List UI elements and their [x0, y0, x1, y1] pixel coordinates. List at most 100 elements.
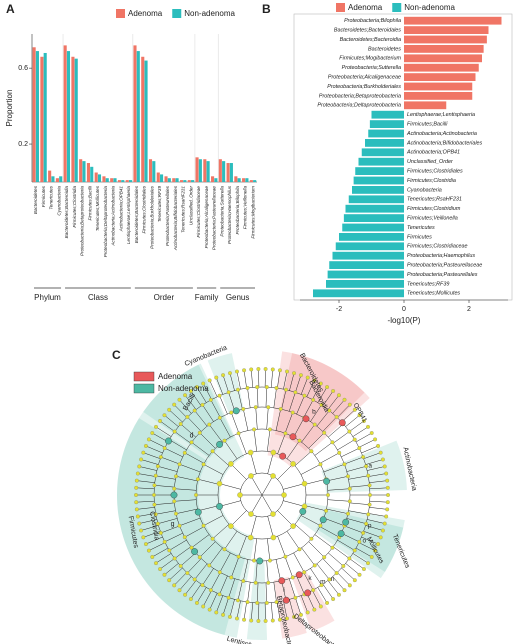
bar	[249, 180, 253, 182]
clade-branch	[261, 494, 274, 515]
clade-branch	[155, 510, 176, 515]
bar	[121, 180, 125, 182]
bar	[40, 56, 44, 183]
clade-node	[309, 449, 314, 454]
clade-node	[277, 617, 282, 622]
clade-branch	[267, 538, 271, 561]
bar	[144, 60, 148, 182]
clade-node	[373, 437, 378, 442]
clade-node	[263, 618, 268, 623]
category-label: Proteobacteria;Sutterella	[342, 65, 401, 71]
bar	[404, 101, 447, 110]
clade-node	[386, 493, 390, 497]
clade-node	[319, 402, 324, 407]
clade-branch	[349, 485, 370, 488]
clade-node	[318, 523, 323, 528]
clade-branch	[283, 483, 305, 490]
clade-node	[357, 446, 362, 451]
clade-node	[162, 539, 167, 544]
clade-branch	[296, 575, 305, 595]
clade-node	[185, 414, 190, 419]
clade-node	[228, 523, 234, 529]
clade-branch	[202, 590, 212, 607]
clade-branch	[229, 599, 235, 617]
panel-label: C	[112, 348, 121, 362]
bar	[404, 54, 482, 63]
clade-branch	[243, 559, 249, 582]
clade-node	[150, 431, 155, 435]
clade-branch	[136, 487, 155, 490]
clade-branch	[264, 369, 266, 388]
clade-node	[134, 493, 138, 497]
bar	[371, 110, 404, 119]
clade-branch	[328, 423, 344, 438]
clade-node	[177, 397, 182, 402]
clade-branch	[236, 371, 241, 390]
clade-node	[177, 588, 182, 593]
clade-node	[336, 393, 341, 398]
clade-branch	[250, 602, 254, 621]
clade-branch	[293, 552, 305, 573]
bar	[148, 159, 153, 182]
x-tick-label: Firmicutes;Mogibacterium	[250, 186, 255, 239]
clade-branch	[273, 387, 277, 408]
bar	[369, 120, 404, 128]
clade-node-significant	[323, 477, 330, 485]
bar	[175, 178, 179, 182]
clade-node	[207, 378, 212, 383]
clade-node	[270, 618, 275, 623]
clade-branch	[139, 519, 157, 524]
bar	[86, 163, 90, 182]
clade-node	[207, 563, 212, 568]
bar	[326, 280, 404, 288]
clade-node	[364, 464, 369, 469]
x-tick-label: Proteobacteria;Pasteurellales	[165, 185, 170, 246]
clade-branch	[139, 466, 157, 471]
x-tick-label: Lentisphaerae;Lentisphaeria	[126, 186, 131, 244]
clade-node	[369, 431, 374, 435]
bar	[136, 51, 140, 183]
clade-node	[134, 507, 139, 512]
clade-branch	[327, 488, 350, 491]
clade-branch	[203, 515, 224, 526]
clade-branch	[332, 399, 345, 414]
clade-node	[361, 418, 366, 423]
clade-node	[146, 437, 151, 442]
bar	[71, 56, 75, 183]
y-axis-label: Proportion	[5, 90, 14, 127]
clade-branch	[277, 510, 294, 527]
clade-node	[217, 570, 222, 575]
clade-branch	[164, 563, 179, 575]
bar	[253, 180, 257, 182]
clade-branch	[355, 432, 372, 443]
clade-node	[283, 554, 288, 559]
clade-branch	[174, 431, 191, 444]
clade-node	[327, 408, 332, 413]
clade-branch	[303, 399, 314, 418]
clade-node	[146, 548, 151, 553]
bar	[237, 178, 241, 182]
x-tick-label: Proteobacteria;Betaproteobacteria	[80, 186, 85, 256]
clade-branch	[286, 440, 300, 459]
clade-branch	[184, 452, 205, 464]
clade-branch	[333, 431, 350, 444]
clade-branch	[349, 502, 370, 505]
clade-node	[342, 397, 347, 402]
clade-branch	[288, 392, 296, 412]
category-label: Proteobacteria;Betaproteobacteria	[319, 93, 401, 99]
x-tick-label: 0	[402, 306, 406, 313]
clade-node	[376, 542, 381, 546]
clade-node	[270, 367, 275, 372]
legend-label: Non-adenoma	[404, 3, 455, 12]
clade-branch	[174, 499, 197, 502]
clade-node	[189, 545, 194, 550]
clade-branch	[169, 539, 187, 551]
clade-node-significant	[278, 577, 286, 585]
clade-node	[322, 555, 327, 560]
clade-branch	[337, 404, 350, 418]
clade-node	[253, 405, 258, 410]
clade-branch	[191, 534, 210, 548]
clade-branch	[284, 412, 293, 434]
clade-branch	[363, 452, 381, 459]
clade-node-significant	[165, 437, 172, 445]
